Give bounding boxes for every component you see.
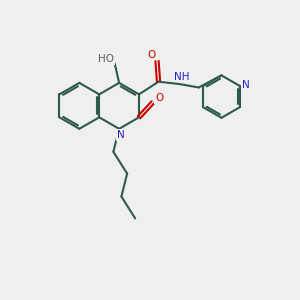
Text: O: O <box>148 50 156 60</box>
Text: O: O <box>155 93 164 103</box>
Text: HO: HO <box>98 54 115 64</box>
Text: N: N <box>117 130 124 140</box>
Text: NH: NH <box>174 72 189 82</box>
Text: N: N <box>242 80 250 90</box>
